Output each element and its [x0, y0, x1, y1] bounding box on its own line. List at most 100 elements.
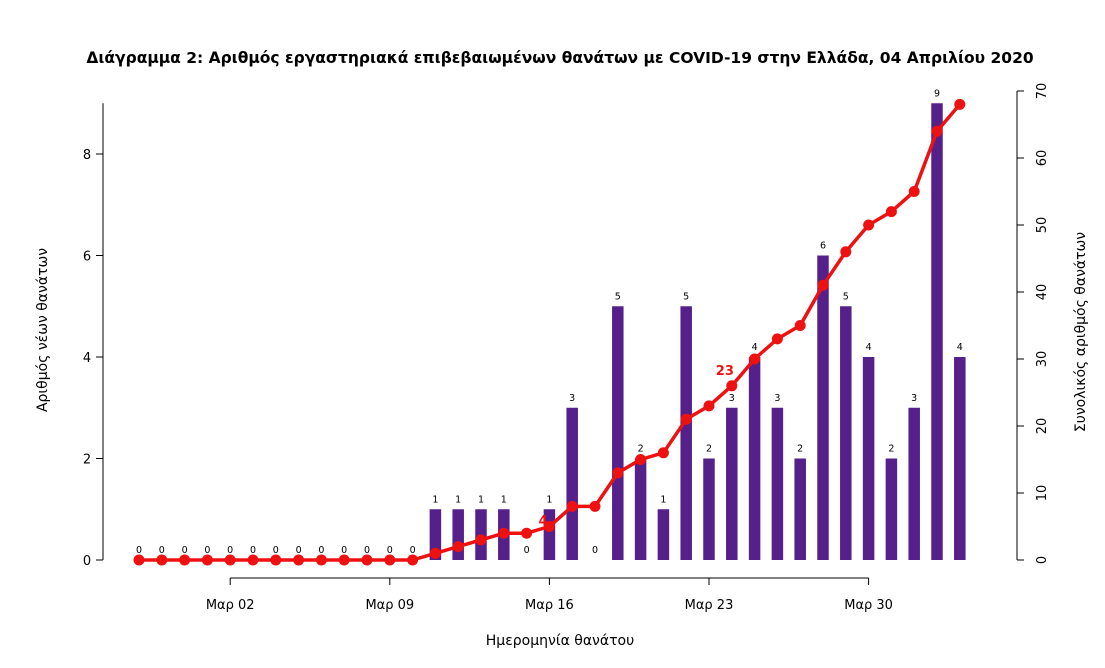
left-axis-tick-label: 2	[83, 453, 91, 468]
cumulative-point	[635, 454, 647, 465]
bar-value-label: 1	[432, 494, 438, 505]
bar	[954, 357, 966, 560]
bar	[840, 306, 852, 560]
cumulative-point	[179, 554, 191, 566]
cumulative-highlight-label: 68	[967, 0, 985, 4]
cumulative-point	[908, 186, 920, 197]
bar	[543, 509, 556, 560]
cumulative-point	[680, 413, 692, 425]
bar-value-label: 3	[729, 393, 735, 404]
bar-value-label: 0	[410, 545, 416, 556]
cumulative-point	[543, 521, 555, 532]
x-axis-tick-label: Μαρ 30	[844, 598, 893, 613]
bar	[794, 458, 806, 560]
bar-value-label: 5	[615, 291, 621, 302]
x-axis-tick-label: Μαρ 23	[685, 598, 734, 613]
bar-value-label: 0	[296, 545, 302, 556]
right-axis-tick-label: 50	[1035, 217, 1050, 234]
bar	[908, 407, 920, 560]
cumulative-point	[361, 554, 373, 566]
left-axis-tick-label: 6	[83, 250, 91, 265]
bar	[931, 103, 943, 560]
bar-value-label: 5	[843, 291, 849, 302]
bar	[680, 306, 692, 560]
bar	[566, 407, 578, 560]
cumulative-point	[247, 554, 259, 566]
cumulative-point	[703, 400, 715, 412]
bar	[726, 407, 738, 560]
cumulative-point	[293, 554, 305, 566]
bar	[429, 509, 442, 560]
left-axis-tick-label: 8	[83, 148, 91, 163]
cumulative-point	[315, 554, 327, 566]
cumulative-point	[863, 219, 875, 231]
bar-value-label: 0	[227, 545, 233, 556]
cumulative-point	[885, 206, 897, 218]
bar-value-label: 0	[318, 545, 324, 556]
cumulative-point	[498, 527, 510, 539]
bar-value-label: 9	[934, 88, 940, 99]
bar-value-label: 0	[182, 545, 188, 556]
cumulative-point	[429, 547, 441, 559]
cumulative-point	[270, 554, 282, 566]
right-axis-tick-label: 0	[1035, 556, 1050, 564]
x-axis-tick-label: Μαρ 09	[365, 598, 414, 613]
cumulative-highlight-label: 23	[716, 364, 734, 379]
cumulative-point	[817, 279, 829, 291]
bar-value-label: 0	[341, 545, 347, 556]
bar-value-label: 5	[683, 291, 689, 302]
cumulative-point	[521, 527, 533, 539]
cumulative-point	[224, 554, 236, 566]
y-axis-left-label: Αριθμός νέων θανάτων	[35, 248, 51, 412]
bar-value-label: 2	[706, 444, 712, 455]
bar	[862, 357, 875, 560]
bar-value-label: 0	[250, 545, 256, 556]
bar	[657, 509, 670, 560]
left-axis-tick-label: 0	[83, 554, 91, 569]
cumulative-point	[931, 125, 943, 137]
cumulative-line	[139, 103, 962, 562]
bar-value-label: 3	[911, 393, 917, 404]
bar-value-label: 0	[273, 545, 279, 556]
bar-value-label: 0	[387, 545, 393, 556]
bars-group	[429, 103, 966, 560]
right-axis: 0 10 20 30 40 50 60 70	[1016, 83, 1050, 564]
bar-value-label: 3	[774, 393, 780, 404]
cumulative-point	[566, 500, 578, 512]
bar-value-label: 4	[866, 342, 872, 353]
right-axis-tick-label: 70	[1035, 83, 1050, 100]
bar-value-label: 2	[638, 444, 644, 455]
cumulative-point	[589, 500, 601, 512]
bar	[612, 306, 624, 560]
bar-value-label: 1	[660, 494, 666, 505]
bar-value-label: 6	[820, 241, 826, 252]
bar-value-label: 0	[364, 545, 370, 556]
right-axis-tick-label: 20	[1035, 418, 1050, 435]
bar	[817, 255, 829, 560]
bar-value-label: 1	[546, 494, 552, 505]
x-axis-tick-label: Μαρ 02	[206, 598, 255, 613]
bar-value-label: 1	[478, 494, 484, 505]
bar	[885, 458, 898, 560]
cumulative-line-group	[133, 98, 966, 566]
bar-value-label: 1	[455, 494, 461, 505]
cumulative-point	[156, 554, 168, 566]
cumulative-point	[794, 320, 806, 331]
cumulative-point	[840, 246, 852, 258]
right-axis-tick-label: 10	[1035, 485, 1050, 502]
bar-value-label: 0	[136, 545, 142, 556]
y-axis-right-label: Συνολικός αριθμός θανάτων	[1073, 232, 1089, 432]
x-axis-tick-label: Μαρ 16	[525, 598, 574, 613]
bar	[703, 458, 715, 560]
cumulative-point	[475, 534, 487, 546]
cumulative-point	[726, 380, 738, 392]
cumulative-point	[384, 554, 396, 566]
bar-value-label: 0	[524, 545, 530, 556]
bar-value-label: 4	[957, 342, 963, 353]
bar-value-label: 2	[888, 444, 894, 455]
cumulative-point	[407, 554, 419, 566]
cumulative-point	[657, 447, 669, 459]
right-axis-tick-label: 30	[1035, 351, 1050, 368]
